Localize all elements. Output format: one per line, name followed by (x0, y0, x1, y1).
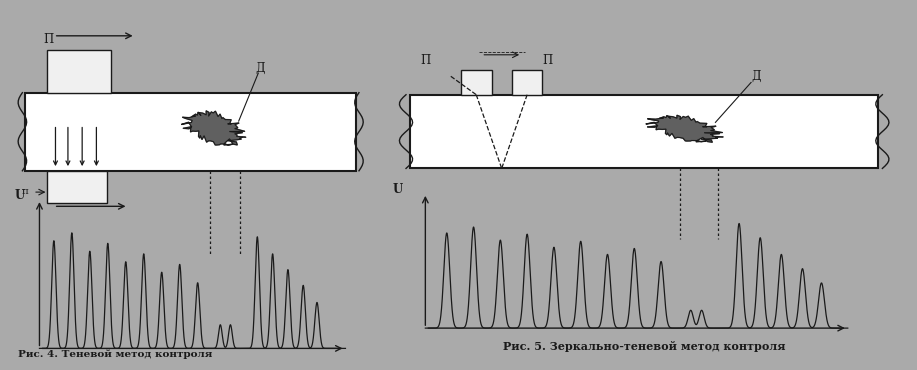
Text: П: П (420, 54, 430, 67)
Bar (461, 70, 492, 95)
Text: Д: Д (751, 70, 761, 83)
Text: Д: Д (255, 62, 265, 75)
Bar (26, 92, 356, 171)
Text: Рис. 5. Зеркально-теневой метод контроля: Рис. 5. Зеркально-теневой метод контроля (503, 342, 786, 352)
Bar (512, 70, 543, 95)
Bar (410, 95, 878, 168)
Polygon shape (182, 111, 246, 145)
Bar (47, 171, 107, 203)
Text: П: П (43, 33, 53, 47)
Text: Рис. 4. Теневой метод контроля: Рис. 4. Теневой метод контроля (18, 350, 213, 359)
Polygon shape (646, 115, 724, 142)
Text: П: П (542, 54, 553, 67)
Text: п: п (22, 186, 28, 196)
Bar (47, 50, 111, 92)
Text: U: U (392, 184, 403, 196)
Text: U: U (15, 189, 25, 202)
